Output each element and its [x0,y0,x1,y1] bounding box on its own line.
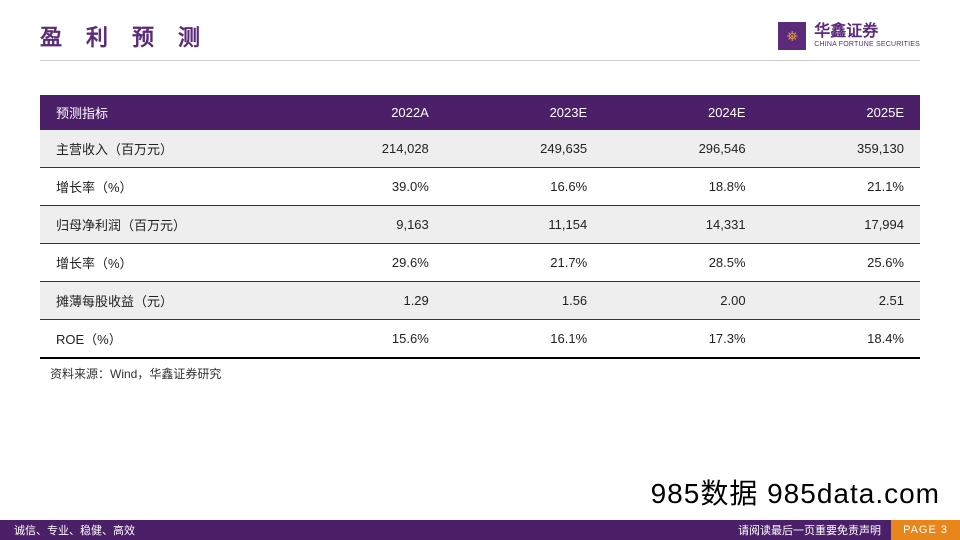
table-row: 归母净利润（百万元）9,16311,15414,33117,994 [40,206,920,244]
table-row: 增长率（%）39.0%16.6%18.8%21.1% [40,168,920,206]
table-cell: 25.6% [762,244,920,282]
table-cell: 16.6% [445,168,603,206]
table-cell: 21.7% [445,244,603,282]
table-cell: 增长率（%） [40,168,286,206]
table-cell: 359,130 [762,130,920,168]
table-cell: 17,994 [762,206,920,244]
table-cell: 1.56 [445,282,603,320]
table-cell: 29.6% [286,244,444,282]
table-cell: 21.1% [762,168,920,206]
logo: ⛯ 华鑫证券 CHINA FORTUNE SECURITIES [778,22,920,50]
table-cell: 2.00 [603,282,761,320]
table-cell: 28.5% [603,244,761,282]
table-cell: 2.51 [762,282,920,320]
table-header-row: 预测指标2022A2023E2024E2025E [40,95,920,130]
table-cell: 主营收入（百万元） [40,130,286,168]
table-cell: 11,154 [445,206,603,244]
table-row: ROE（%）15.6%16.1%17.3%18.4% [40,320,920,359]
table-cell: 17.3% [603,320,761,359]
footer-left: 诚信、专业、稳健、高效 [14,522,135,538]
footer-right: 请阅读最后一页重要免责声明 PAGE 3 [738,520,960,540]
forecast-table: 预测指标2022A2023E2024E2025E 主营收入（百万元）214,02… [40,95,920,359]
table-cell: 14,331 [603,206,761,244]
table-cell: 18.8% [603,168,761,206]
header: 盈利预测 ⛯ 华鑫证券 CHINA FORTUNE SECURITIES [0,0,960,60]
table-cell: 归母净利润（百万元） [40,206,286,244]
table-cell: 214,028 [286,130,444,168]
footer: 诚信、专业、稳健、高效 请阅读最后一页重要免责声明 PAGE 3 [0,520,960,540]
table-row: 摊薄每股收益（元）1.291.562.002.51 [40,282,920,320]
logo-icon: ⛯ [778,22,806,50]
table-header-cell: 2025E [762,95,920,130]
logo-cn: 华鑫证券 [814,23,920,41]
forecast-table-wrap: 预测指标2022A2023E2024E2025E 主营收入（百万元）214,02… [40,95,920,359]
table-header-cell: 预测指标 [40,95,286,130]
table-row: 主营收入（百万元）214,028249,635296,546359,130 [40,130,920,168]
table-row: 增长率（%）29.6%21.7%28.5%25.6% [40,244,920,282]
footer-disclaimer: 请阅读最后一页重要免责声明 [738,522,891,538]
table-body: 主营收入（百万元）214,028249,635296,546359,130增长率… [40,130,920,358]
table-cell: 摊薄每股收益（元） [40,282,286,320]
table-header-cell: 2024E [603,95,761,130]
page-badge: PAGE 3 [891,520,960,540]
table-cell: 16.1% [445,320,603,359]
logo-text: 华鑫证券 CHINA FORTUNE SECURITIES [814,23,920,48]
table-cell: 15.6% [286,320,444,359]
header-divider [40,60,920,61]
table-cell: 18.4% [762,320,920,359]
table-cell: 9,163 [286,206,444,244]
table-cell: 增长率（%） [40,244,286,282]
table-header-cell: 2023E [445,95,603,130]
source-note: 资料来源：Wind，华鑫证券研究 [50,365,920,382]
table-cell: 1.29 [286,282,444,320]
logo-en: CHINA FORTUNE SECURITIES [814,41,920,49]
table-header-cell: 2022A [286,95,444,130]
table-cell: 296,546 [603,130,761,168]
page-title: 盈利预测 [40,20,224,52]
watermark: 985数据 985data.com [651,472,940,512]
table-cell: 249,635 [445,130,603,168]
table-cell: 39.0% [286,168,444,206]
table-cell: ROE（%） [40,320,286,359]
